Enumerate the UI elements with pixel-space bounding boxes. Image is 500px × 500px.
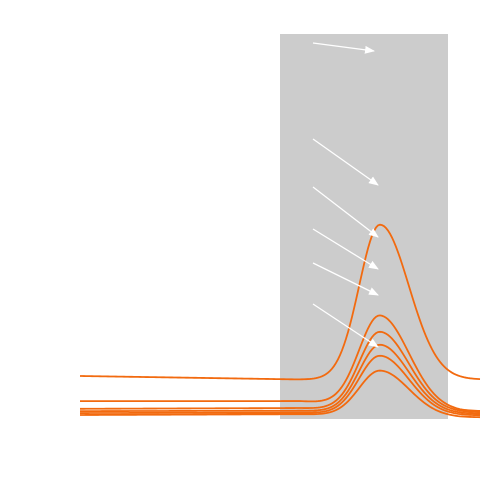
peak-arrow-1 <box>312 42 375 54</box>
series-line-3 <box>79 330 481 413</box>
series-line-2 <box>80 314 481 412</box>
series-line-4 <box>80 343 481 415</box>
series-lines <box>79 223 481 419</box>
peak-arrows <box>312 42 379 348</box>
peak-arrow-6 <box>312 303 379 348</box>
peak-arrow-2 <box>312 138 379 186</box>
peak-arrow-4 <box>312 228 379 270</box>
peak-arrow-3 <box>312 186 379 238</box>
series-line-5 <box>80 354 481 417</box>
peak-arrow-5 <box>312 262 379 296</box>
series-line-6 <box>79 369 481 419</box>
series-line-1 <box>79 223 481 381</box>
